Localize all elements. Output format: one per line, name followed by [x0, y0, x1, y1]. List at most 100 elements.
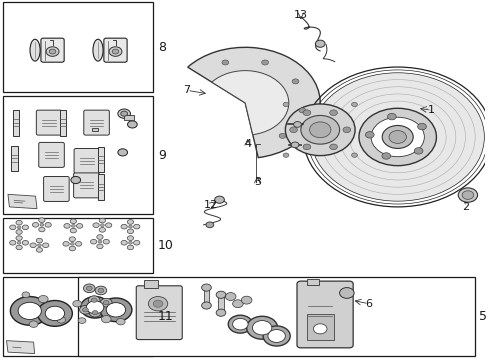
FancyBboxPatch shape	[83, 110, 109, 135]
Circle shape	[370, 117, 424, 157]
Circle shape	[38, 301, 72, 326]
PathPatch shape	[11, 145, 18, 171]
FancyBboxPatch shape	[74, 173, 99, 198]
Circle shape	[127, 245, 133, 250]
Circle shape	[71, 176, 81, 184]
Circle shape	[69, 237, 75, 242]
Text: 5: 5	[478, 310, 486, 323]
Circle shape	[89, 309, 101, 317]
Circle shape	[216, 309, 225, 316]
Text: 8: 8	[158, 41, 166, 54]
Circle shape	[91, 298, 97, 302]
Circle shape	[30, 243, 36, 248]
Circle shape	[382, 126, 412, 148]
FancyBboxPatch shape	[74, 149, 100, 174]
Circle shape	[39, 227, 45, 232]
Circle shape	[38, 244, 41, 247]
Circle shape	[121, 224, 127, 229]
Circle shape	[351, 102, 357, 107]
Circle shape	[16, 236, 22, 240]
Circle shape	[267, 329, 285, 342]
FancyBboxPatch shape	[296, 281, 352, 348]
Circle shape	[70, 242, 74, 245]
Text: 7: 7	[183, 85, 190, 95]
Circle shape	[133, 224, 140, 229]
Circle shape	[461, 191, 473, 199]
Circle shape	[100, 298, 112, 307]
Text: 11: 11	[158, 310, 173, 323]
Circle shape	[57, 317, 65, 323]
PathPatch shape	[60, 110, 66, 135]
FancyBboxPatch shape	[41, 38, 64, 62]
Bar	[3, 277, 153, 356]
Circle shape	[103, 239, 109, 244]
Circle shape	[127, 220, 133, 224]
Circle shape	[329, 144, 337, 150]
Circle shape	[36, 238, 42, 243]
Circle shape	[45, 306, 64, 320]
Circle shape	[16, 245, 22, 250]
Circle shape	[228, 315, 252, 333]
Circle shape	[342, 127, 350, 133]
Circle shape	[309, 321, 330, 337]
Circle shape	[214, 196, 224, 203]
Bar	[218, 295, 224, 313]
Circle shape	[225, 293, 236, 301]
Circle shape	[86, 301, 103, 314]
Circle shape	[46, 47, 59, 56]
Circle shape	[105, 223, 112, 228]
Polygon shape	[6, 341, 35, 354]
Text: 2: 2	[461, 202, 468, 212]
Bar	[124, 115, 134, 120]
Circle shape	[285, 104, 354, 156]
Text: 3: 3	[253, 177, 260, 187]
Circle shape	[246, 316, 277, 339]
Circle shape	[315, 40, 325, 47]
FancyBboxPatch shape	[43, 176, 69, 202]
Circle shape	[106, 303, 125, 317]
FancyBboxPatch shape	[136, 286, 182, 339]
Circle shape	[261, 60, 268, 65]
Circle shape	[99, 218, 105, 223]
Bar	[306, 279, 318, 285]
Circle shape	[100, 298, 132, 321]
Circle shape	[17, 241, 21, 244]
Circle shape	[70, 228, 76, 233]
Circle shape	[75, 242, 81, 246]
Bar	[78, 277, 474, 356]
Text: 9: 9	[158, 149, 165, 162]
Circle shape	[49, 49, 56, 54]
Circle shape	[457, 188, 477, 202]
Bar	[143, 280, 158, 288]
Circle shape	[118, 149, 127, 156]
Circle shape	[80, 306, 91, 314]
Circle shape	[263, 326, 289, 346]
Circle shape	[103, 301, 109, 305]
Circle shape	[81, 297, 109, 318]
Text: 4: 4	[244, 139, 251, 149]
Circle shape	[339, 288, 353, 298]
Circle shape	[45, 222, 51, 227]
Text: 13: 13	[293, 10, 307, 20]
Circle shape	[283, 102, 288, 107]
Circle shape	[232, 319, 247, 330]
Circle shape	[22, 225, 28, 230]
Circle shape	[309, 122, 330, 138]
Circle shape	[290, 142, 298, 148]
Circle shape	[241, 296, 251, 304]
Circle shape	[10, 225, 16, 230]
Circle shape	[97, 235, 103, 239]
Circle shape	[82, 308, 88, 312]
Circle shape	[153, 300, 163, 307]
Circle shape	[293, 122, 301, 127]
Circle shape	[417, 123, 426, 130]
Circle shape	[298, 108, 305, 113]
Ellipse shape	[93, 39, 103, 61]
Circle shape	[201, 284, 211, 291]
Text: 1: 1	[427, 105, 434, 115]
Circle shape	[388, 131, 406, 143]
Circle shape	[133, 240, 140, 245]
Circle shape	[76, 224, 82, 228]
Circle shape	[216, 291, 225, 298]
Circle shape	[329, 110, 337, 116]
